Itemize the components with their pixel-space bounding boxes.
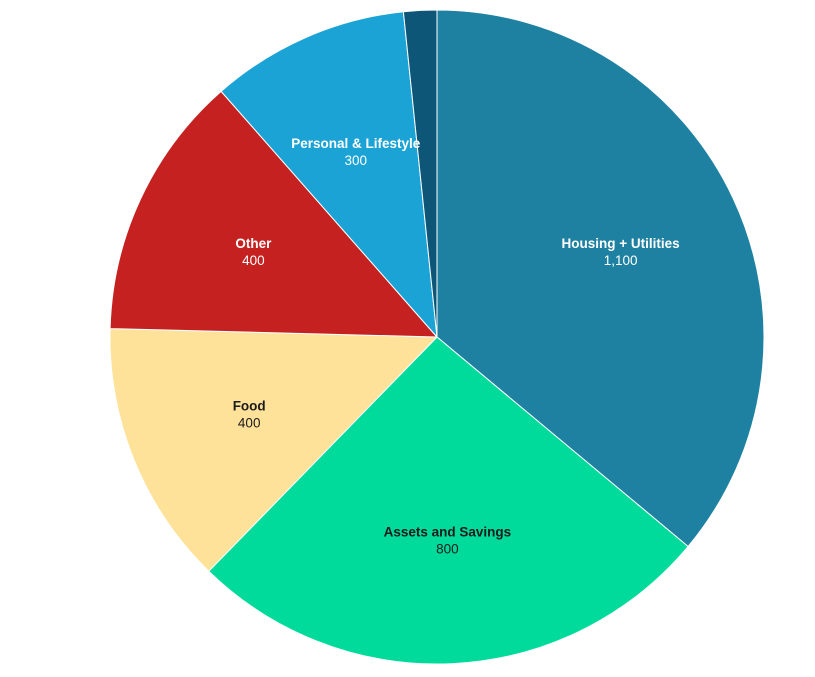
slice-label-housing-utilities: Housing + Utilities xyxy=(562,236,680,251)
pie-slice-personal-lifestyle[interactable] xyxy=(220,11,438,338)
slice-label-food: Food xyxy=(233,398,266,413)
pie-slice-other[interactable] xyxy=(109,90,438,338)
slice-value-housing-utilities: 1,100 xyxy=(604,253,638,268)
slice-value-food: 400 xyxy=(238,415,261,430)
pie-slice-assets-and-savings[interactable] xyxy=(208,336,689,665)
slice-label-assets-and-savings: Assets and Savings xyxy=(384,525,512,540)
pie-slice-housing-utilities[interactable] xyxy=(436,9,765,547)
slice-value-assets-and-savings: 800 xyxy=(436,542,459,557)
pie-slice-unlabeled[interactable] xyxy=(402,9,438,338)
slice-value-personal-lifestyle: 300 xyxy=(345,153,368,168)
pie-slice-food[interactable] xyxy=(109,328,438,572)
slice-label-personal-lifestyle: Personal & Lifestyle xyxy=(291,136,421,151)
slice-label-other: Other xyxy=(235,236,272,251)
slice-value-other: 400 xyxy=(242,253,265,268)
